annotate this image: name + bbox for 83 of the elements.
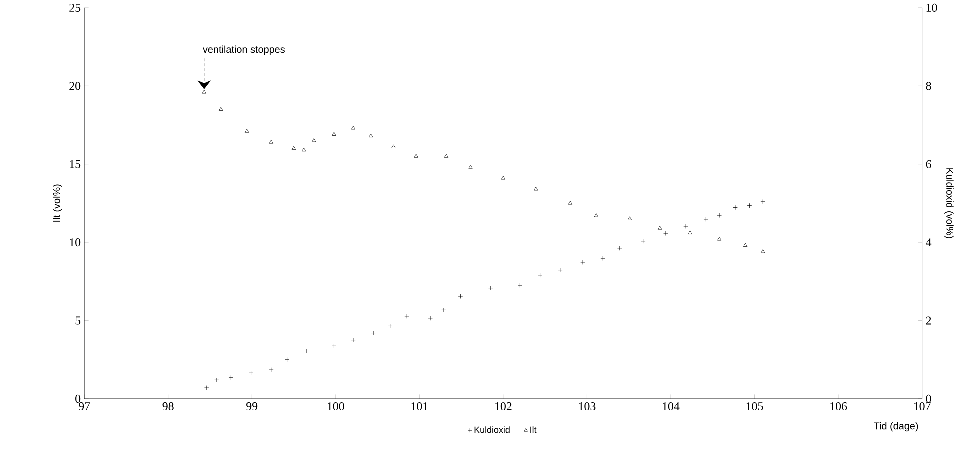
- point: [284, 358, 290, 362]
- point: [501, 176, 506, 180]
- point: [717, 213, 722, 218]
- point: [368, 134, 374, 138]
- x-tick-label: 106: [830, 402, 848, 411]
- point: [717, 237, 722, 241]
- point: [538, 273, 543, 278]
- x-tick-label: 100: [328, 402, 344, 411]
- y2-tick-label: 10: [926, 4, 938, 12]
- point: [219, 107, 224, 112]
- y2-tick-label: 4: [926, 238, 932, 247]
- point: [658, 226, 662, 230]
- point: [202, 90, 206, 94]
- x-tick-label: 104: [663, 402, 680, 411]
- x-axis-title: Tid (dage): [874, 422, 918, 432]
- point: [244, 129, 250, 133]
- point: [600, 256, 606, 262]
- annotation: ventilation stoppes: [202, 46, 285, 56]
- point: [558, 268, 563, 273]
- point: [428, 316, 433, 321]
- point: [269, 140, 274, 144]
- y-tick-label: 15: [70, 160, 81, 169]
- x-tick-label: 102: [496, 402, 512, 411]
- point: [640, 239, 646, 244]
- point: [332, 132, 336, 136]
- point: [488, 286, 494, 291]
- point: [269, 368, 274, 373]
- point: [404, 314, 410, 320]
- point: [468, 165, 473, 169]
- point: [617, 246, 622, 251]
- point: [747, 204, 752, 208]
- point: [444, 154, 449, 158]
- point: [704, 217, 709, 222]
- point: [684, 224, 688, 230]
- point: [351, 126, 356, 130]
- point: [628, 216, 632, 221]
- x-tick-label: 103: [579, 402, 596, 411]
- x-tick-label: 97: [78, 402, 90, 411]
- point: [760, 200, 766, 204]
- y-tick-label: 0: [76, 395, 81, 404]
- point: [388, 324, 393, 329]
- y2-tick-label: 8: [926, 82, 932, 90]
- point: [312, 138, 316, 142]
- y-tick-label: 20: [70, 82, 81, 90]
- point: [594, 214, 599, 218]
- point: [214, 378, 220, 383]
- point: [292, 146, 296, 150]
- point: [302, 148, 306, 152]
- x-tick-label: 101: [412, 402, 428, 411]
- point: [761, 250, 766, 254]
- legend-label: Ilt: [530, 426, 537, 434]
- point: [534, 187, 538, 191]
- point: [580, 260, 586, 266]
- point: [733, 206, 738, 210]
- point: [743, 243, 748, 248]
- x-tick-label: 107: [914, 402, 931, 411]
- point: [392, 144, 396, 149]
- x-tick-label: 105: [746, 402, 764, 411]
- y2-tick-label: 2: [926, 316, 932, 325]
- point: [442, 308, 446, 313]
- point: [688, 230, 692, 235]
- point: [568, 201, 573, 205]
- point: [204, 386, 210, 391]
- point: [414, 154, 418, 158]
- x-tick-label: 98: [162, 402, 174, 411]
- point: [458, 294, 464, 300]
- y2-tick-label: 6: [926, 160, 932, 169]
- y2-axis-title: Kuldioxid (vol%): [944, 168, 954, 239]
- y-tick-label: 5: [76, 316, 81, 325]
- y-axis-title: Ilt (vol%): [53, 184, 62, 222]
- point: [332, 344, 337, 349]
- y-tick-label: 25: [70, 4, 81, 12]
- point: [351, 338, 356, 343]
- point: [664, 231, 668, 236]
- legend-label: Kuldioxid: [474, 426, 510, 434]
- y2-tick-label: 0: [926, 395, 932, 404]
- x-tick-label: 99: [246, 402, 258, 411]
- point: [304, 349, 309, 354]
- y-tick-label: 10: [70, 238, 81, 247]
- point: [371, 331, 376, 336]
- point: [228, 376, 234, 380]
- point: [248, 370, 254, 376]
- point: [518, 283, 523, 288]
